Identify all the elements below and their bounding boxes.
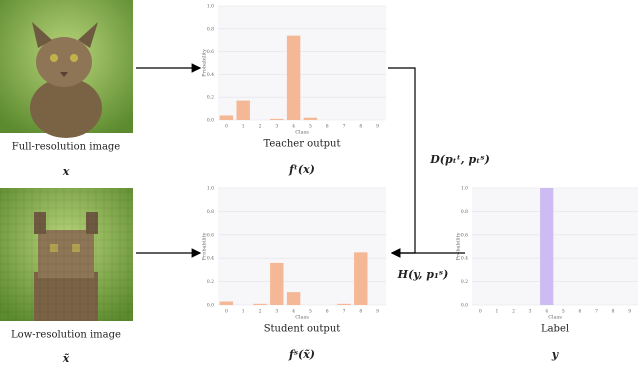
y-tick-label: 0.2 [207,95,214,101]
x-tick-label: 2 [259,124,262,130]
y-tick-label: 1.0 [207,186,214,192]
arrow [388,67,416,258]
x-tick-label: 2 [259,309,262,315]
y-tick-label: 0.0 [207,303,214,309]
y-axis-label: Probability [456,232,462,260]
bar [540,188,554,305]
y-tick-label: 0.2 [461,279,468,285]
bar [253,303,267,305]
chart-title: Student output [264,324,341,335]
chart-formula: fᵗ(x) [288,163,315,176]
x-axis-label: Class [295,130,309,136]
x-tick-label: 8 [359,309,362,315]
x-tick-label: 9 [628,309,631,315]
x-tick-label: 6 [326,309,329,315]
chart-title: Label [541,324,569,335]
x-tick-label: 7 [343,124,346,130]
x-tick-label: 2 [512,309,515,315]
y-tick-label: 0.0 [461,303,468,309]
bar [303,117,318,120]
x-tick-label: 7 [595,309,598,315]
y-axis-label: Probability [202,49,208,77]
x-axis-label: Class [295,315,309,321]
cat-image-lowres [0,188,133,321]
x-tick-label: 0 [225,309,228,315]
y-tick-label: 1.0 [207,4,214,10]
y-tick-label: 0.4 [207,72,214,78]
image-symbol: x̃ [62,352,70,365]
x-tick-label: 8 [612,309,615,315]
image-caption: Full-resolution image [12,142,121,153]
x-tick-label: 1 [242,309,245,315]
image-symbol: x [62,165,70,178]
cat-image [0,0,133,138]
bar [219,301,234,305]
x-tick-label: 0 [225,124,228,130]
x-tick-label: 4 [545,309,548,315]
chart-title: Teacher output [263,139,340,150]
y-tick-label: 1.0 [461,186,468,192]
x-tick-label: 6 [326,124,329,130]
x-tick-label: 1 [242,124,245,130]
y-tick-label: 0.8 [207,26,214,32]
y-tick-label: 0.4 [207,256,214,262]
y-axis-label: Probability [202,232,208,260]
x-tick-label: 3 [275,309,278,315]
y-tick-label: 0.6 [461,232,468,238]
x-tick-label: 4 [292,309,295,315]
bar [337,303,351,305]
x-tick-label: 6 [578,309,581,315]
x-tick-label: 5 [562,309,565,315]
x-tick-label: 0 [479,309,482,315]
x-tick-label: 1 [495,309,498,315]
x-tick-label: 4 [292,124,295,130]
bar [270,118,284,120]
y-tick-label: 0.6 [207,232,214,238]
x-tick-label: 8 [359,124,362,130]
x-tick-label: 3 [275,124,278,130]
chart-formula: y [551,348,560,361]
y-tick-label: 0.6 [207,49,214,55]
x-axis-label: Class [548,315,562,321]
plot-area [472,188,638,305]
y-tick-label: 0.0 [207,118,214,124]
image-caption: Low-resolution image [11,330,121,341]
x-tick-label: 3 [529,309,532,315]
y-tick-label: 0.4 [461,256,468,262]
x-tick-label: 9 [376,309,379,315]
chart-formula: fˢ(x̃) [288,348,315,361]
bar [286,292,301,305]
loss-label: D(pₜᵗ, pₜˢ) [429,153,490,166]
x-tick-label: 7 [343,309,346,315]
bar [286,35,301,120]
y-tick-label: 0.8 [207,209,214,215]
y-tick-label: 0.8 [461,209,468,215]
bar [219,115,234,120]
loss-label: H(y, p₁ˢ) [397,268,449,281]
x-tick-label: 9 [376,124,379,130]
bar [354,252,368,305]
x-tick-label: 5 [309,309,312,315]
y-tick-label: 0.2 [207,279,214,285]
x-tick-label: 5 [309,124,312,130]
bar [236,100,250,120]
bar [270,262,284,305]
